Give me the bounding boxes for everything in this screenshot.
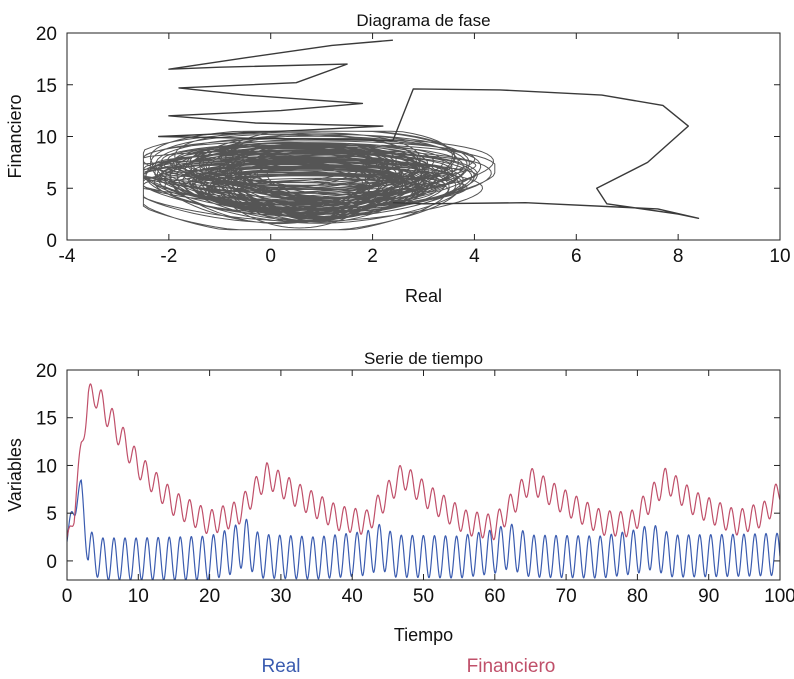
s-x-tick-label: 90	[698, 586, 719, 607]
phase-y-axis-label: Financiero	[5, 94, 25, 178]
legend-entry-real: Real	[261, 656, 300, 677]
s-x-tick-label: 20	[199, 586, 220, 607]
s-x-tick-label: 40	[342, 586, 363, 607]
s-y-tick-label: 0	[46, 552, 57, 573]
p-x-tick-label: -2	[160, 246, 177, 267]
p-y-tick-label: 20	[36, 24, 57, 45]
s-x-tick-label: 30	[270, 586, 291, 607]
s-x-tick-label: 100	[764, 586, 794, 607]
series-line-financiero	[67, 383, 780, 541]
p-x-tick-label: 8	[673, 246, 684, 267]
p-y-tick-label: 5	[46, 179, 57, 200]
s-y-tick-label: 10	[36, 456, 57, 477]
p-y-tick-label: 0	[46, 231, 57, 252]
s-x-tick-label: 70	[556, 586, 577, 607]
time-series-axes-frame	[66, 369, 781, 581]
phase-plot-area	[142, 39, 700, 231]
phase-trajectory-line	[158, 39, 700, 219]
s-x-tick-label: 50	[413, 586, 434, 607]
legend-entry-financiero: Financiero	[467, 656, 556, 677]
s-y-tick-label: 15	[36, 409, 57, 430]
p-x-tick-label: 2	[367, 246, 378, 267]
time-series-axis-ticks: 0 10 20 30 40 50 60 70 80 90 100 0 5 10 15 20	[36, 361, 794, 607]
time-series-y-axis-label: Variables	[5, 438, 25, 512]
p-x-tick-label: -4	[59, 246, 76, 267]
p-y-tick-label: 10	[36, 128, 57, 149]
s-y-tick-label: 5	[46, 504, 57, 525]
s-x-tick-label: 60	[484, 586, 505, 607]
time-series-panel: Serie de tiempo 0 10 20 30 40 50 60 70 80 90 100 0 5…	[5, 349, 794, 677]
p-y-tick-label: 15	[36, 76, 57, 97]
time-series-chart-title: Serie de tiempo	[364, 349, 483, 368]
p-x-tick-label: 0	[265, 246, 276, 267]
phase-chart-title: Diagrama de fase	[356, 11, 490, 30]
s-x-tick-label: 80	[627, 586, 648, 607]
p-x-tick-label: 6	[571, 246, 582, 267]
series-line-real	[67, 479, 780, 580]
p-x-tick-label: 4	[469, 246, 480, 267]
time-series-plot-area	[67, 383, 780, 580]
p-x-tick-label: 10	[769, 246, 790, 267]
phase-attractor-cloud	[142, 130, 496, 231]
s-x-tick-label: 0	[62, 586, 73, 607]
time-series-x-axis-label: Tiempo	[394, 625, 453, 645]
phase-x-axis-label: Real	[405, 286, 442, 306]
phase-diagram-panel: Diagrama de fase -4 -2 0 2 4 6 8 10 0 5 10 15 20 Rea…	[5, 11, 791, 306]
s-x-tick-label: 10	[128, 586, 149, 607]
s-y-tick-label: 20	[36, 361, 57, 382]
phase-axis-ticks: -4 -2 0 2 4 6 8 10 0 5 10 15 20	[36, 24, 791, 267]
